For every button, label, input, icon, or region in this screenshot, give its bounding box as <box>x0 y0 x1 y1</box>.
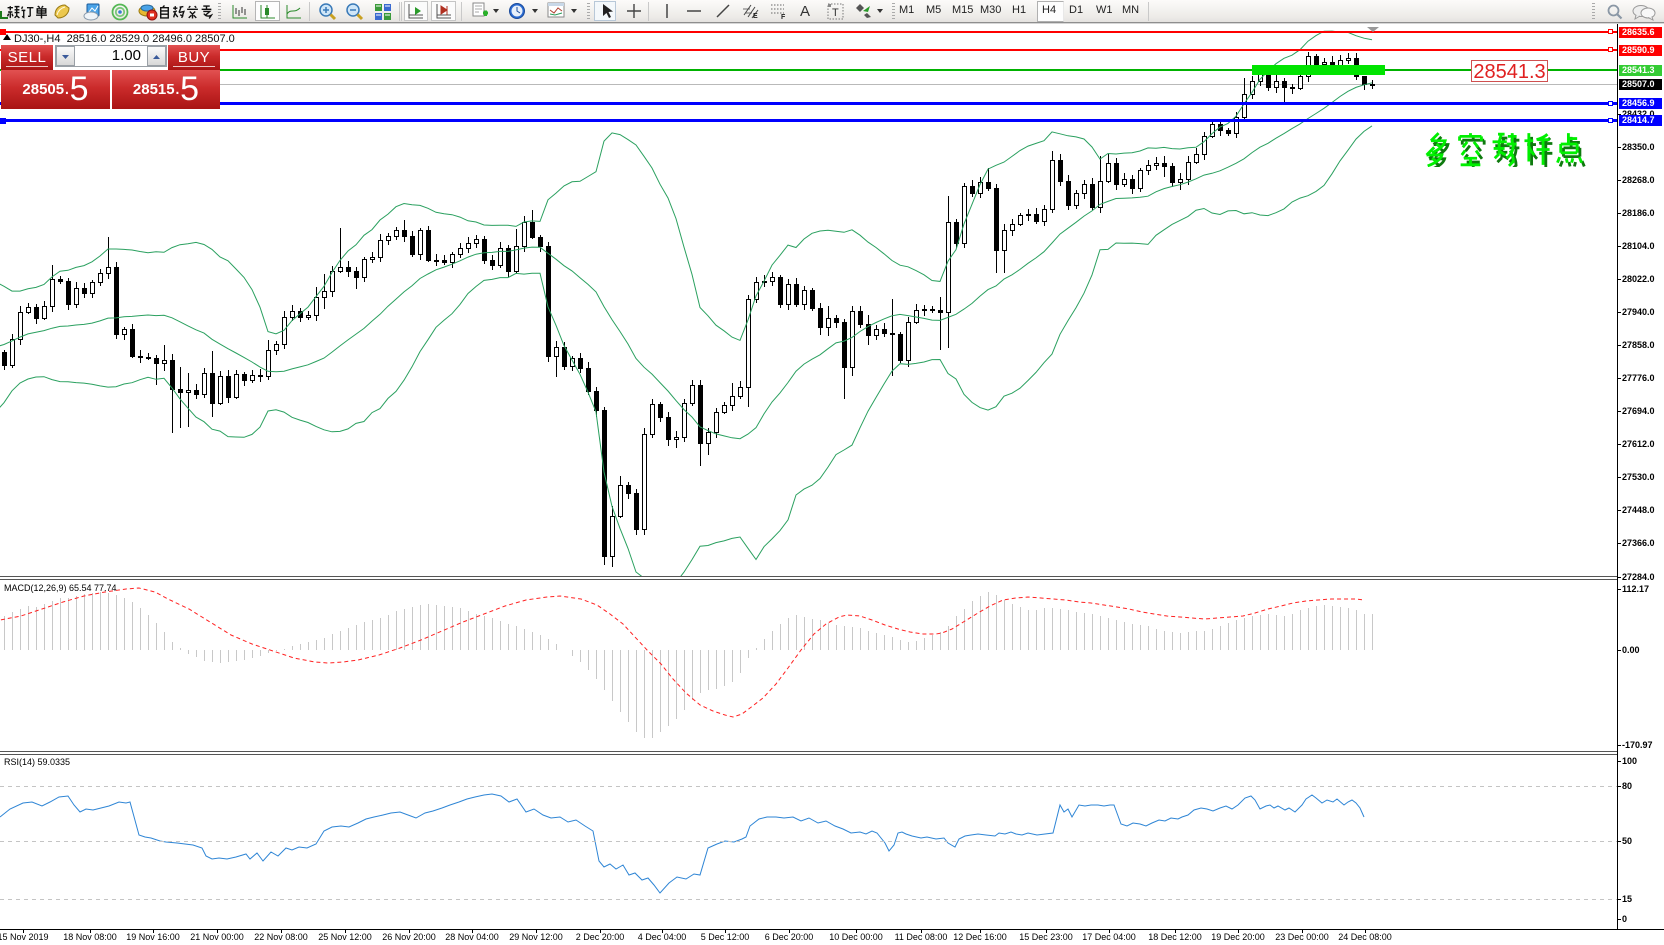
svg-text:E: E <box>753 13 758 20</box>
svg-text:F: F <box>781 14 786 20</box>
svg-text:T: T <box>832 7 839 19</box>
